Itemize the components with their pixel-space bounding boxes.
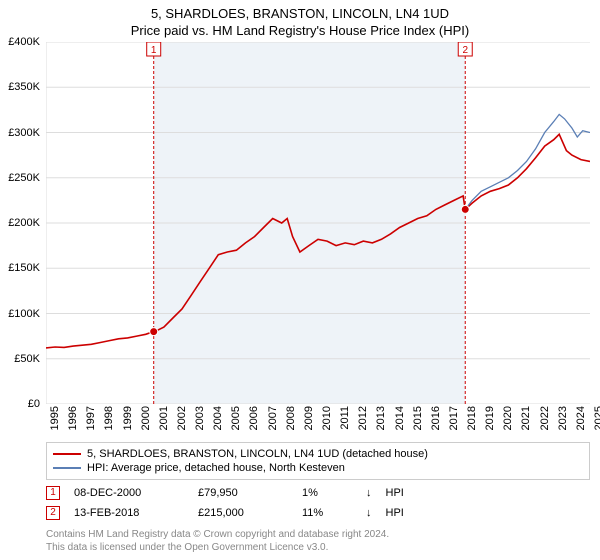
- legend-swatch-1: [53, 467, 81, 469]
- marker-price: £215,000: [198, 507, 288, 519]
- y-tick-label: £350K: [8, 81, 40, 93]
- legend-swatch-0: [53, 453, 81, 455]
- x-tick-label: 2015: [412, 406, 424, 430]
- y-tick-label: £100K: [8, 308, 40, 320]
- marker-date: 13-FEB-2018: [74, 507, 184, 519]
- marker-pct: 1%: [302, 487, 352, 499]
- footer-line-2: This data is licensed under the Open Gov…: [46, 541, 590, 554]
- marker-row: 2 13-FEB-2018 £215,000 11% ↓ HPI: [46, 506, 590, 520]
- marker-date: 08-DEC-2000: [74, 487, 184, 499]
- x-tick-label: 2022: [539, 406, 551, 430]
- marker-vs: HPI: [386, 487, 404, 499]
- svg-text:2: 2: [462, 45, 468, 56]
- x-tick-label: 2010: [321, 406, 333, 430]
- marker-direction-icon: ↓: [366, 487, 372, 499]
- y-tick-label: £50K: [14, 353, 40, 365]
- x-tick-label: 2003: [194, 406, 206, 430]
- chart-title: 5, SHARDLOES, BRANSTON, LINCOLN, LN4 1UD: [0, 0, 600, 21]
- marker-direction-icon: ↓: [366, 507, 372, 519]
- x-tick-label: 2018: [466, 406, 478, 430]
- x-tick-label: 1995: [49, 406, 61, 430]
- legend-item-0: 5, SHARDLOES, BRANSTON, LINCOLN, LN4 1UD…: [53, 447, 583, 461]
- x-tick-label: 2001: [158, 406, 170, 430]
- chart-container: 5, SHARDLOES, BRANSTON, LINCOLN, LN4 1UD…: [0, 0, 600, 560]
- x-tick-label: 2025: [593, 406, 600, 430]
- x-tick-label: 1998: [103, 406, 115, 430]
- y-tick-label: £0: [28, 398, 40, 410]
- x-tick-label: 1996: [67, 406, 79, 430]
- x-tick-label: 2019: [484, 406, 496, 430]
- chart-subtitle: Price paid vs. HM Land Registry's House …: [0, 21, 600, 42]
- y-tick-label: £300K: [8, 127, 40, 139]
- x-tick-label: 2012: [357, 406, 369, 430]
- y-tick-label: £250K: [8, 172, 40, 184]
- footer-line-1: Contains HM Land Registry data © Crown c…: [46, 528, 590, 541]
- x-tick-label: 2017: [448, 406, 460, 430]
- legend-item-1: HPI: Average price, detached house, Nort…: [53, 461, 583, 475]
- x-tick-label: 2009: [303, 406, 315, 430]
- chart-plot-area: £0£50K£100K£150K£200K£250K£300K£350K£400…: [46, 42, 590, 404]
- chart-svg: 12: [46, 42, 590, 404]
- x-tick-label: 2011: [339, 406, 351, 430]
- x-tick-label: 2000: [140, 406, 152, 430]
- x-tick-label: 1999: [122, 406, 134, 430]
- legend-label-1: HPI: Average price, detached house, Nort…: [87, 462, 345, 474]
- x-tick-label: 2007: [267, 406, 279, 430]
- y-tick-label: £200K: [8, 217, 40, 229]
- x-tick-label: 2002: [176, 406, 188, 430]
- x-tick-label: 2008: [285, 406, 297, 430]
- x-tick-label: 2014: [394, 406, 406, 430]
- marker-vs: HPI: [386, 507, 404, 519]
- marker-badge: 2: [46, 506, 60, 520]
- marker-price: £79,950: [198, 487, 288, 499]
- x-tick-label: 2024: [575, 406, 587, 430]
- legend-label-0: 5, SHARDLOES, BRANSTON, LINCOLN, LN4 1UD…: [87, 448, 428, 460]
- marker-row: 1 08-DEC-2000 £79,950 1% ↓ HPI: [46, 486, 590, 500]
- marker-pct: 11%: [302, 507, 352, 519]
- svg-text:1: 1: [151, 45, 157, 56]
- y-tick-label: £400K: [8, 36, 40, 48]
- x-axis: 1995 1996 1997 1998 1999 2000 2001 2002 2003 2004…: [46, 404, 590, 438]
- x-tick-label: 2013: [375, 406, 387, 430]
- y-axis: £0£50K£100K£150K£200K£250K£300K£350K£400…: [0, 42, 42, 404]
- x-tick-label: 2021: [520, 406, 532, 430]
- x-tick-label: 2006: [248, 406, 260, 430]
- x-tick-label: 2016: [430, 406, 442, 430]
- x-tick-label: 1997: [85, 406, 97, 430]
- x-tick-label: 2023: [557, 406, 569, 430]
- x-tick-label: 2005: [230, 406, 242, 430]
- x-tick-label: 2004: [212, 406, 224, 430]
- x-tick-label: 2020: [502, 406, 514, 430]
- y-tick-label: £150K: [8, 262, 40, 274]
- markers-table: 1 08-DEC-2000 £79,950 1% ↓ HPI 2 13-FEB-2018 £21…: [0, 486, 600, 520]
- footer: Contains HM Land Registry data © Crown c…: [46, 528, 590, 554]
- marker-badge: 1: [46, 486, 60, 500]
- legend: 5, SHARDLOES, BRANSTON, LINCOLN, LN4 1UD…: [46, 442, 590, 480]
